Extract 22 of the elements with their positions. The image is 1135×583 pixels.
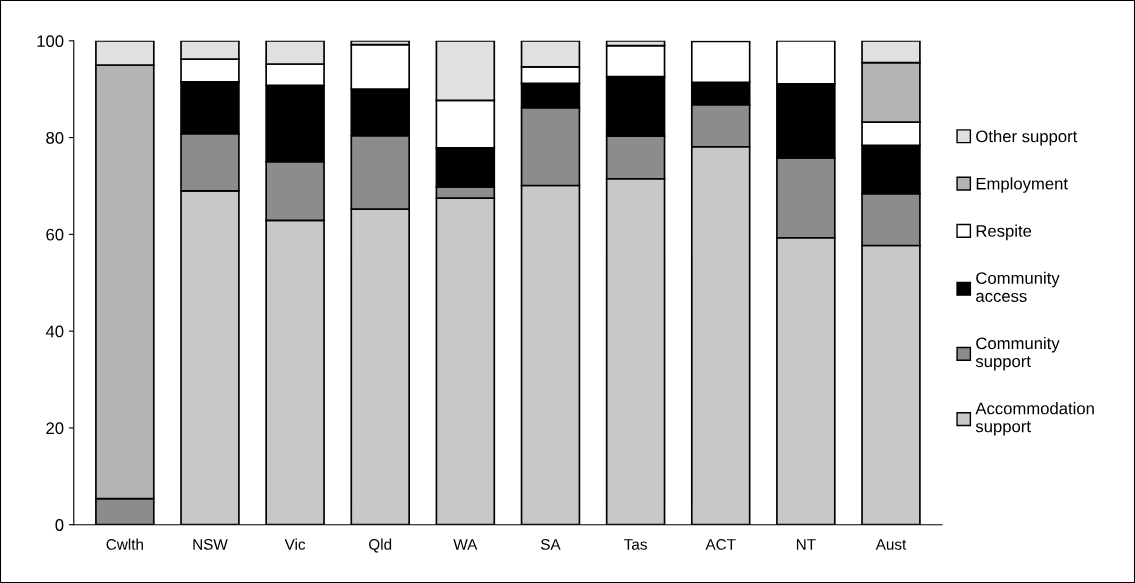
- legend-label: Community access: [976, 271, 1060, 302]
- x-tick-label: Aust: [875, 539, 907, 550]
- x-tick-label: ACT: [705, 538, 736, 550]
- legend-label: Employment: [976, 177, 1068, 193]
- x-tick-label: NSW: [193, 538, 228, 550]
- x-tick-label: Qld: [369, 538, 392, 553]
- legend-label: Community support: [975, 336, 1060, 371]
- y-tick-label: 60: [46, 228, 64, 241]
- x-tick-label: WA: [453, 539, 478, 550]
- y-tick-label: 20: [46, 422, 64, 435]
- x-tick-label: SA: [540, 538, 561, 550]
- y-tick-label: 100: [37, 35, 64, 48]
- y-tick-label: 80: [46, 131, 64, 144]
- y-tick-label: 40: [45, 325, 64, 338]
- legend-label: Respite: [976, 224, 1032, 241]
- x-tick-label: NT: [796, 539, 816, 550]
- x-tick-label: Vic: [284, 538, 306, 550]
- x-tick-label: Cwlth: [106, 538, 143, 550]
- legend-label: Accommodation support: [975, 402, 1094, 436]
- y-tick-label: 0: [55, 519, 64, 531]
- legend-label: Other support: [976, 130, 1078, 146]
- x-tick-label: Tas: [624, 539, 647, 550]
